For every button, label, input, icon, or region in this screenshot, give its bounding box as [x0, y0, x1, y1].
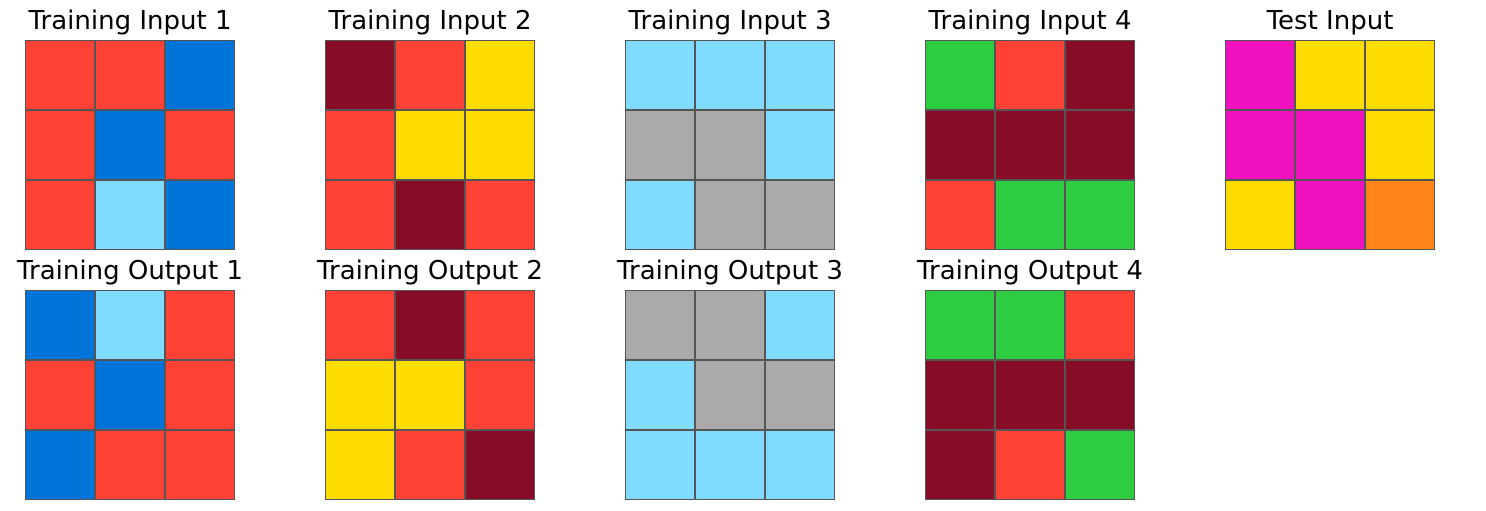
grid-cell — [1065, 180, 1135, 250]
grid-cell — [995, 40, 1065, 110]
grid-cell — [465, 110, 535, 180]
grid-cell — [765, 110, 835, 180]
grid-cell — [765, 360, 835, 430]
grid-cell — [395, 290, 465, 360]
grid-cell — [165, 110, 235, 180]
grid-cell — [95, 290, 165, 360]
grid-cell — [695, 40, 765, 110]
panel-title: Training Output 2 — [317, 256, 543, 286]
grid-cell — [625, 40, 695, 110]
grid-cell — [1065, 360, 1135, 430]
grid-cell — [465, 290, 535, 360]
grid — [325, 290, 535, 500]
grid-cell — [95, 110, 165, 180]
grid-cell — [325, 430, 395, 500]
grid-cell — [695, 430, 765, 500]
grid-cell — [925, 180, 995, 250]
grid-cell — [95, 430, 165, 500]
panel-title: Training Output 3 — [617, 256, 843, 286]
grid-cell — [925, 290, 995, 360]
grid-cell — [1365, 110, 1435, 180]
grid-cell — [25, 290, 95, 360]
grid-cell — [1065, 40, 1135, 110]
grid-cell — [95, 360, 165, 430]
panel-title: Training Input 3 — [628, 6, 832, 36]
panel-title: Training Input 1 — [28, 6, 232, 36]
grid-cell — [625, 180, 695, 250]
grid-cell — [465, 180, 535, 250]
grid-cell — [925, 430, 995, 500]
grid-cell — [1365, 180, 1435, 250]
grid-cell — [995, 430, 1065, 500]
grid-cell — [695, 360, 765, 430]
grid-cell — [695, 290, 765, 360]
grid-cell — [1225, 180, 1295, 250]
grid — [625, 290, 835, 500]
grid-cell — [325, 290, 395, 360]
grid-cell — [995, 360, 1065, 430]
grid-cell — [1065, 110, 1135, 180]
panel-title: Training Output 4 — [917, 256, 1143, 286]
grid-cell — [625, 430, 695, 500]
grid-cell — [625, 290, 695, 360]
grid-cell — [695, 180, 765, 250]
grid-cell — [995, 110, 1065, 180]
grid-cell — [995, 180, 1065, 250]
grid-cell — [165, 180, 235, 250]
grid-cell — [1295, 180, 1365, 250]
grid-cell — [325, 110, 395, 180]
grid-cell — [25, 110, 95, 180]
grid — [1225, 40, 1435, 250]
grid-cell — [1295, 40, 1365, 110]
grid-cell — [765, 180, 835, 250]
grid-cell — [625, 110, 695, 180]
grid-cell — [25, 430, 95, 500]
grid — [325, 40, 535, 250]
grid-cell — [465, 40, 535, 110]
grid-cell — [925, 40, 995, 110]
grid-cell — [695, 110, 765, 180]
panel-title: Training Output 1 — [17, 256, 243, 286]
panel-title: Test Input — [1266, 6, 1394, 36]
grid-cell — [165, 40, 235, 110]
grid-cell — [25, 360, 95, 430]
grid-cell — [395, 110, 465, 180]
grid-cell — [395, 360, 465, 430]
grid-cell — [925, 110, 995, 180]
grid-cell — [1225, 110, 1295, 180]
panel-title: Training Input 4 — [928, 6, 1132, 36]
grid-cell — [25, 40, 95, 110]
grid — [925, 290, 1135, 500]
grid-cell — [165, 290, 235, 360]
grid-cell — [1065, 430, 1135, 500]
grid-cell — [95, 40, 165, 110]
grid-cell — [1225, 40, 1295, 110]
grid — [625, 40, 835, 250]
grid-cell — [925, 360, 995, 430]
grid-cell — [95, 180, 165, 250]
grid-cell — [165, 430, 235, 500]
grid — [925, 40, 1135, 250]
grid-cell — [765, 430, 835, 500]
grid-cell — [165, 360, 235, 430]
grid-cell — [25, 180, 95, 250]
grid-cell — [625, 360, 695, 430]
grid-cell — [325, 360, 395, 430]
grid-cell — [1065, 290, 1135, 360]
grid-cell — [765, 290, 835, 360]
grid-cell — [1365, 40, 1435, 110]
panel-title: Training Input 2 — [328, 6, 532, 36]
grid — [25, 290, 235, 500]
grid — [25, 40, 235, 250]
grid-cell — [395, 430, 465, 500]
grid-cell — [395, 180, 465, 250]
grid-cell — [325, 40, 395, 110]
grid-cell — [465, 430, 535, 500]
grid-cell — [325, 180, 395, 250]
grid-cell — [765, 40, 835, 110]
grid-cell — [1295, 110, 1365, 180]
grid-cell — [995, 290, 1065, 360]
grid-cell — [465, 360, 535, 430]
grid-cell — [395, 40, 465, 110]
